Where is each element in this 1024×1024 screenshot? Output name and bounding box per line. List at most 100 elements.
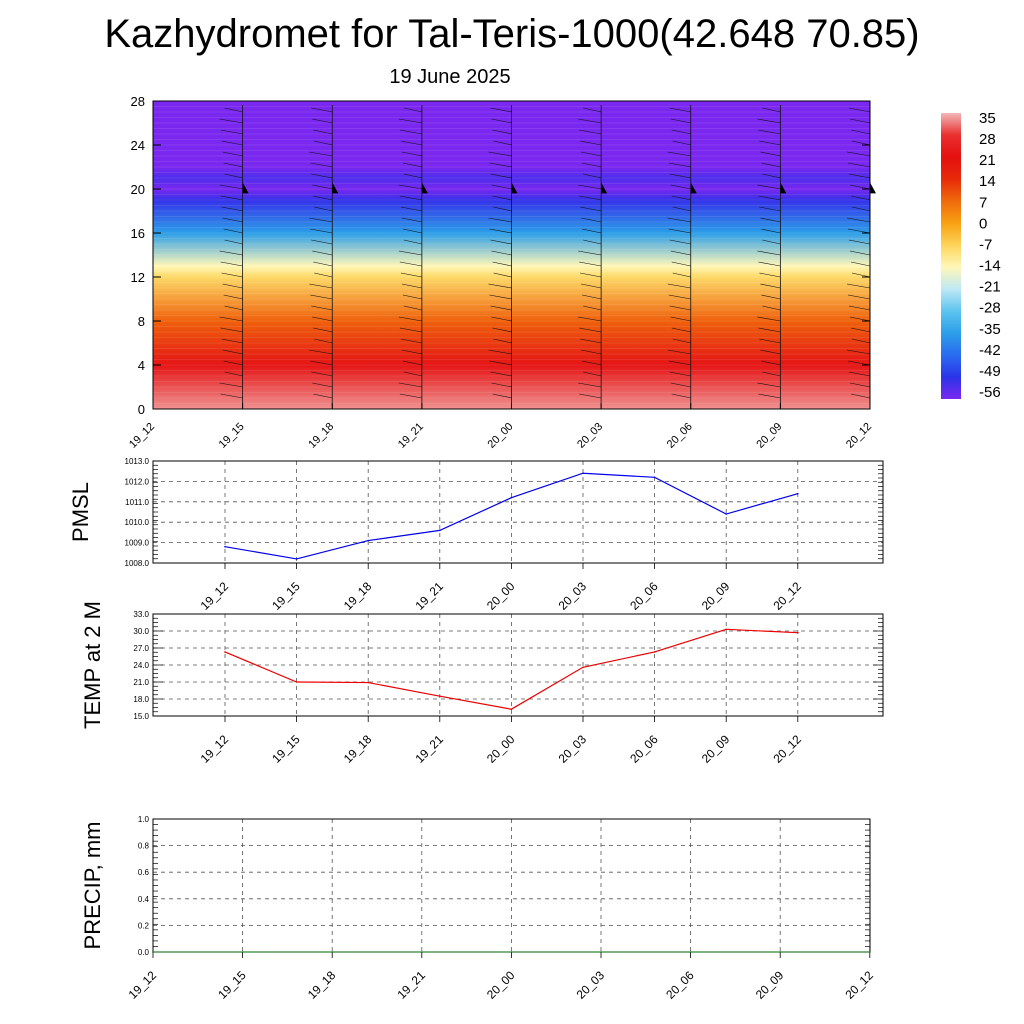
wind-barb-pennant [601,182,608,194]
wind-barb [667,151,691,157]
data-point [367,539,370,542]
x-tick-label: 19_18 [341,732,375,766]
wind-barb [490,239,512,245]
x-tick-label: 19_12 [198,579,232,613]
wind-barb [403,173,422,179]
wind-barb [846,283,871,289]
wind-barb [762,305,781,311]
data-point [421,951,423,953]
wind-barb [311,371,333,377]
wind-barb [582,294,602,300]
data-point [439,529,441,532]
wind-barb [762,371,781,377]
data-point [367,681,370,684]
wind-barb [582,162,602,168]
wind-barb-pennant [421,182,428,194]
y-tick-label: 0.0 [138,948,150,957]
wind-barb [668,294,691,300]
wind-barb [490,107,512,113]
data-point [224,545,226,548]
wind-barb [670,250,691,256]
wind-barb [219,118,243,124]
data-point [797,631,799,634]
colorbar: 35 28 21 14 7 0 -7 -14 -21 -28 -35 -42 -49 -56 [941,110,1001,401]
wind-barb [222,217,243,223]
wind-barb [402,228,422,234]
wind-barb [492,393,512,399]
y-tick-label: 24 [131,138,145,153]
wind-barb [309,283,333,289]
y-axis-label: PRECIP, mm [80,822,105,950]
wind-barb [399,393,422,399]
y-axis-label: PMSL [68,482,93,542]
wind-barb [761,228,781,234]
wind-barb [311,305,333,311]
wind-barb [670,316,691,322]
wind-barb [667,283,691,289]
wind-barb [309,151,333,157]
wind-barb [313,195,333,201]
wind-barb [579,327,602,333]
y-tick-label: 0.4 [138,895,150,904]
x-tick-label: 20_00 [484,579,518,613]
wind-barb [400,206,422,212]
data-point [600,951,602,953]
x-tick-label: 19_21 [412,579,446,613]
wind-barb [582,228,602,234]
colorbar-label: -49 [979,363,1001,380]
y-tick-label: 16 [131,226,145,241]
cross-section-panel: 0 4 8 12 16 20 24 28 19_12 19_15 19_18 19_21 20_00 20… [127,94,876,451]
wind-barb [400,272,422,278]
wind-barb [583,107,602,113]
wind-barb [850,129,871,135]
x-tick-label: 20_12 [770,732,804,766]
plot-frame [152,613,884,717]
y-tick-label: 24.0 [133,661,149,670]
wind-barb [219,382,243,388]
wind-barb [848,173,871,179]
data-point [224,651,226,653]
wind-barb [312,184,333,190]
wind-barb [398,184,422,190]
wind-barb [671,393,691,399]
y-tick-label: 30.0 [133,627,149,636]
wind-barb [668,360,691,366]
chart-date: 19 June 2025 [389,66,511,88]
wind-barb [491,250,512,256]
wind-barb [492,261,512,267]
wind-barb [403,305,422,311]
wind-barb [671,327,691,333]
wind-barb [314,272,333,278]
x-tick-label: 20_09 [699,732,733,766]
wind-barb [761,162,781,168]
wind-barb [760,217,781,223]
x-tick-label: 20_03 [556,732,590,766]
wind-barb [850,393,871,399]
colorbar-label: -28 [979,300,1001,317]
wind-barb [488,151,512,157]
wind-barb [221,272,243,278]
wind-barb [848,305,871,311]
x-tick-label: 19_21 [412,732,446,766]
x-tick-label: 20_06 [665,421,695,451]
y-tick-label: 18.0 [133,695,149,704]
wind-barb [220,327,243,333]
data-point [510,496,513,499]
x-tick-label: 19_18 [341,579,375,613]
wind-barb [757,316,781,322]
wind-barb [579,393,602,399]
pmsl-panel: 1008.0 1009.0 1010.0 1011.0 1012.0 1013.0 19_1… [68,457,884,613]
colorbar-label: 7 [979,194,987,211]
colorbar-label: -14 [979,258,1001,275]
y-tick-label: 1012.0 [125,477,150,486]
wind-barb [579,195,602,201]
wind-barb [582,360,602,366]
wind-barb [667,217,691,223]
wind-barb [579,129,602,135]
data-point [241,951,244,953]
wind-barb [757,250,781,256]
wind-barb [398,316,422,322]
wind-barb [312,118,333,124]
x-tick-label: 19_15 [269,579,303,613]
